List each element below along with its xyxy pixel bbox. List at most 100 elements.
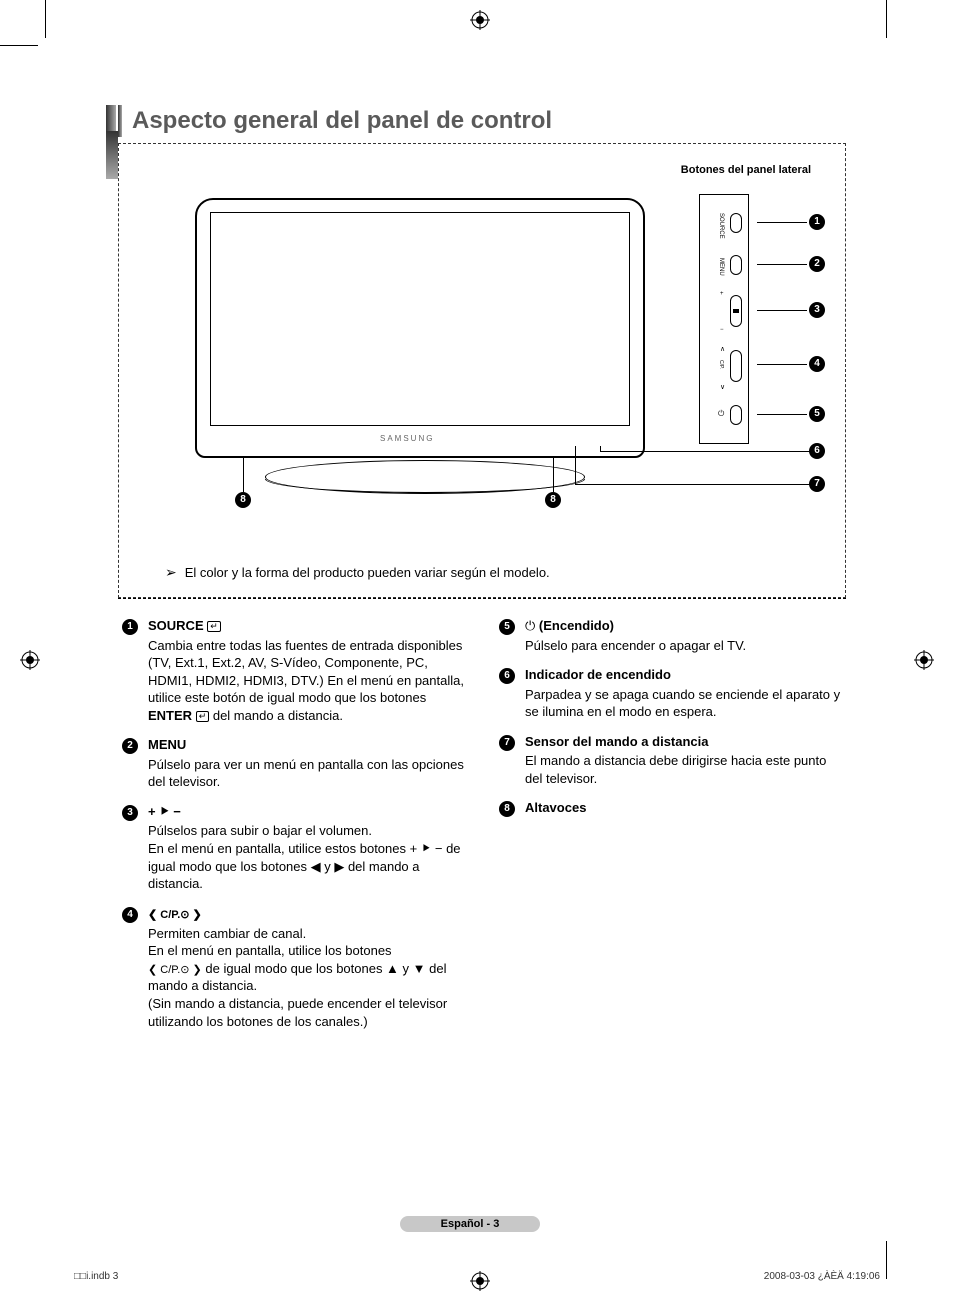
source-button-icon <box>730 213 742 233</box>
item-description: Cambia entre todas las fuentes de entrad… <box>148 637 469 725</box>
item-text: del mando a distancia. <box>209 708 343 723</box>
page-footer: Español - 3 <box>400 1216 540 1232</box>
leader-line <box>757 364 807 365</box>
registration-mark-icon <box>470 1271 490 1294</box>
callout-bubble: 4 <box>809 356 825 372</box>
button-label: ∨ <box>720 383 725 391</box>
callout-bubble: 7 <box>809 476 825 492</box>
item-title: MENU <box>148 737 186 752</box>
power-icon: ⏻ <box>525 618 535 633</box>
registration-mark-icon <box>470 10 490 33</box>
button-label: MENU <box>718 258 724 276</box>
item-number-icon: 2 <box>122 738 138 754</box>
item-title: Indicador de encendido <box>525 667 671 682</box>
print-meta-left: □□i.indb 3 <box>74 1271 118 1282</box>
registration-mark-icon <box>20 650 40 673</box>
item-text: Cambia entre todas las fuentes de entrad… <box>148 638 464 706</box>
leader-line <box>757 414 807 415</box>
item-text: Permiten cambiar de canal. <box>148 926 306 941</box>
item-title: ❮ C/P.⊙ ❯ <box>148 909 202 921</box>
power-button-icon <box>730 405 742 425</box>
title-accent-icon <box>118 105 122 137</box>
button-label: − <box>720 327 724 333</box>
item-text: En el menú en pantalla, utilice estos bo… <box>148 841 410 856</box>
leader-line <box>243 456 244 492</box>
diagram-accent-icon <box>106 131 118 179</box>
tv-screen-outline <box>210 212 630 426</box>
button-label: SOURCE <box>718 213 724 239</box>
tv-logo: SAMSUNG <box>380 434 434 443</box>
button-label: ⏻ <box>718 409 724 419</box>
item-number-icon: 5 <box>499 619 515 635</box>
list-item: 8 Altavoces <box>499 799 846 817</box>
item-number-icon: 8 <box>499 801 515 817</box>
crop-mark <box>0 45 38 46</box>
enter-icon: ↵ <box>196 711 210 722</box>
page-title: Aspecto general del panel de control <box>132 105 846 137</box>
button-label: C/P. <box>718 360 724 369</box>
item-number-icon: 7 <box>499 735 515 751</box>
leader-line <box>600 446 601 451</box>
crop-mark <box>886 0 887 38</box>
item-number-icon: 6 <box>499 668 515 684</box>
item-description: El mando a distancia debe dirigirse haci… <box>525 752 846 787</box>
list-item: 7 Sensor del mando a distancia El mando … <box>499 733 846 788</box>
list-item: 5 ⏻ (Encendido) Púlselo para encender o … <box>499 617 846 654</box>
note-text: El color y la forma del producto pueden … <box>185 565 550 580</box>
item-description: Púlselo para encender o apagar el TV. <box>525 637 846 655</box>
volume-indicator-icon <box>733 309 739 313</box>
diagram-container: Botones del panel lateral SAMSUNG SOURCE… <box>118 143 846 599</box>
leader-line <box>600 451 810 452</box>
side-button-panel: SOURCE MENU + − ∧ C/P. ∨ ⏻ <box>699 194 749 444</box>
item-description: Permiten cambiar de canal. En el menú en… <box>148 925 469 1031</box>
item-title: Altavoces <box>525 800 586 815</box>
item-text: Púlselos para subir o bajar el volumen. <box>148 823 372 838</box>
tv-diagram: SAMSUNG SOURCE MENU + − ∧ C/P. ∨ ⏻ <box>135 184 829 524</box>
button-label: ∧ <box>720 345 725 353</box>
left-column: 1 SOURCE ↵ Cambia entre todas las fuente… <box>122 617 469 1042</box>
item-title: SOURCE <box>148 618 207 633</box>
callout-bubble: 8 <box>235 492 251 508</box>
item-description: Parpadea y se apaga cuando se enciende e… <box>525 686 846 721</box>
leader-line <box>757 222 807 223</box>
enter-icon: ↵ <box>207 621 221 632</box>
note-arrow-icon: ➢ <box>165 564 177 581</box>
item-number-icon: 3 <box>122 805 138 821</box>
list-item: 6 Indicador de encendido Parpadea y se a… <box>499 666 846 721</box>
item-number-icon: 1 <box>122 619 138 635</box>
item-description: Púlselo para ver un menú en pantalla con… <box>148 756 469 791</box>
item-description: Púlselos para subir o bajar el volumen. … <box>148 822 469 892</box>
leader-line <box>757 310 807 311</box>
list-item: 2 MENU Púlselo para ver un menú en panta… <box>122 736 469 791</box>
diagram-note: ➢ El color y la forma del producto puede… <box>135 564 829 581</box>
registration-mark-icon <box>914 650 934 673</box>
inline-symbol: + ⯈ − <box>410 841 443 856</box>
channel-button-icon <box>730 350 742 382</box>
crop-mark <box>45 0 46 38</box>
list-item: 1 SOURCE ↵ Cambia entre todas las fuente… <box>122 617 469 724</box>
callout-bubble: 1 <box>809 214 825 230</box>
leader-line <box>575 484 810 485</box>
list-item: 3 + ⯈ − Púlselos para subir o bajar el v… <box>122 803 469 893</box>
side-panel-label: Botones del panel lateral <box>135 164 829 176</box>
leader-line <box>553 456 554 492</box>
print-meta-right: 2008-03-03 ¿ÀÈÄ 4:19:06 <box>764 1271 880 1282</box>
callout-bubble: 2 <box>809 256 825 272</box>
item-text: (Sin mando a distancia, puede encender e… <box>148 996 447 1029</box>
right-column: 5 ⏻ (Encendido) Púlselo para encender o … <box>499 617 846 1042</box>
list-item: 4 ❮ C/P.⊙ ❯ Permiten cambiar de canal. E… <box>122 905 469 1030</box>
callout-bubble: 5 <box>809 406 825 422</box>
callout-bubble: 8 <box>545 492 561 508</box>
leader-line <box>575 446 576 484</box>
callout-bubble: 3 <box>809 302 825 318</box>
item-number-icon: 4 <box>122 907 138 923</box>
item-title: + ⯈ − <box>148 804 181 819</box>
description-columns: 1 SOURCE ↵ Cambia entre todas las fuente… <box>122 617 846 1042</box>
item-text: En el menú en pantalla, utilice los boto… <box>148 943 392 958</box>
leader-line <box>757 264 807 265</box>
callout-bubble: 6 <box>809 443 825 459</box>
item-text-bold: ENTER <box>148 708 192 723</box>
menu-button-icon <box>730 255 742 275</box>
crop-mark <box>886 1241 887 1279</box>
item-title: Sensor del mando a distancia <box>525 734 709 749</box>
